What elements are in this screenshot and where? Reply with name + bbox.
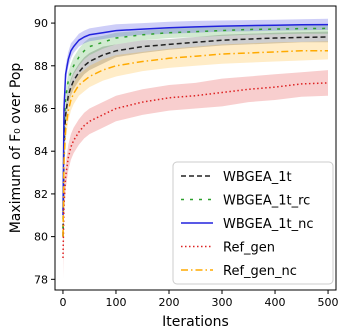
y-tick-label: 90 [34,17,48,30]
legend: WBGEA_1t WBGEA_1t_rc WBGEA_1t_nc Ref_gen Ref… [172,161,334,285]
y-axis-label: Maximum of F₀ over Pop [8,63,24,234]
series-band [63,70,328,280]
series-line [62,50,328,237]
legend-label: WBGEA_1t [223,170,292,185]
legend-box [172,161,334,285]
y-tick-label: 82 [34,188,48,201]
x-axis-ticks: 0 100 200 300 400 500 [59,290,339,309]
series-line [62,23,329,216]
legend-label: WBGEA_1t_nc [223,217,313,232]
y-tick-label: 86 [34,102,48,115]
x-tick-label: 0 [59,296,66,309]
series-lines [62,23,329,259]
x-tick-label: 400 [265,296,286,309]
y-tick-label: 88 [34,60,48,73]
y-tick-label: 84 [34,145,48,158]
y-axis-ticks: 78 80 82 84 86 88 90 [34,17,55,286]
y-tick-label: 80 [34,231,48,244]
series-line [62,36,329,237]
x-tick-label: 500 [318,296,339,309]
confidence-bands [63,18,328,280]
legend-label: WBGEA_1t_rc [223,194,310,209]
series-line [62,82,329,259]
legend-label: Ref_gen_nc [223,264,297,279]
x-tick-label: 100 [105,296,126,309]
x-tick-label: 300 [212,296,233,309]
plot-frame [54,5,337,291]
x-axis-label: Iterations [162,314,229,330]
series-band [63,18,328,220]
x-tick-label: 200 [158,296,179,309]
legend-label: Ref_gen [223,241,275,256]
y-tick-label: 78 [34,273,48,286]
series-band [63,24,328,233]
